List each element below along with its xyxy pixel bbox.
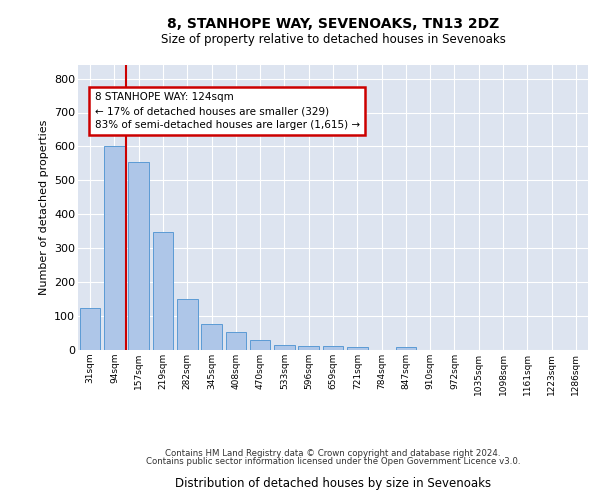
- Text: Contains HM Land Registry data © Crown copyright and database right 2024.: Contains HM Land Registry data © Crown c…: [165, 448, 501, 458]
- Bar: [80, 308, 100, 350]
- Bar: [298, 346, 319, 350]
- Bar: [152, 232, 173, 350]
- Bar: [395, 348, 416, 350]
- Bar: [226, 332, 246, 350]
- Bar: [250, 340, 271, 350]
- Bar: [347, 348, 368, 350]
- Bar: [177, 299, 197, 350]
- Text: Distribution of detached houses by size in Sevenoaks: Distribution of detached houses by size …: [175, 477, 491, 490]
- Text: 8, STANHOPE WAY, SEVENOAKS, TN13 2DZ: 8, STANHOPE WAY, SEVENOAKS, TN13 2DZ: [167, 18, 499, 32]
- Bar: [274, 345, 295, 350]
- Text: 8 STANHOPE WAY: 124sqm
← 17% of detached houses are smaller (329)
83% of semi-de: 8 STANHOPE WAY: 124sqm ← 17% of detached…: [95, 92, 359, 130]
- Bar: [201, 324, 222, 350]
- Text: Contains public sector information licensed under the Open Government Licence v3: Contains public sector information licen…: [146, 457, 520, 466]
- Bar: [128, 162, 149, 350]
- Bar: [323, 346, 343, 350]
- Bar: [104, 146, 125, 350]
- Text: Size of property relative to detached houses in Sevenoaks: Size of property relative to detached ho…: [161, 32, 505, 46]
- Y-axis label: Number of detached properties: Number of detached properties: [38, 120, 49, 295]
